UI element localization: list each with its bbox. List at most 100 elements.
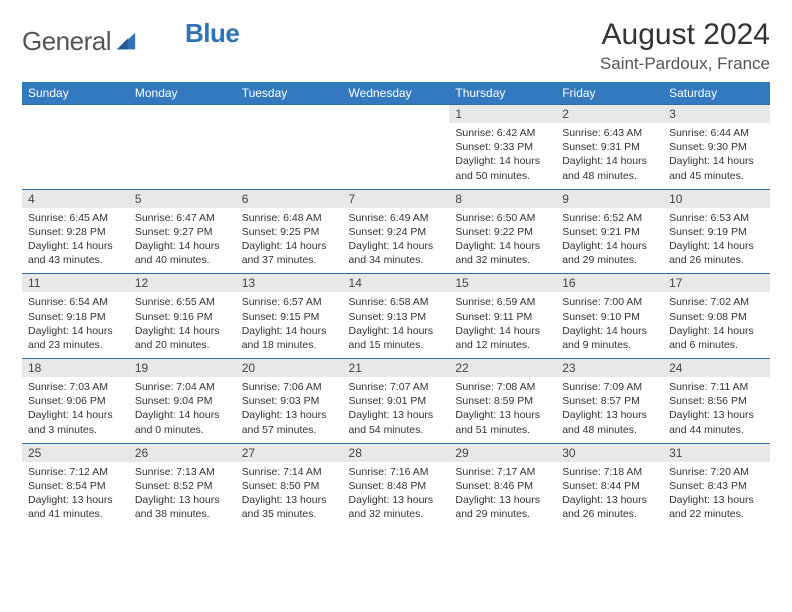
weekday-header: Sunday bbox=[22, 82, 129, 105]
sunset-line: Sunset: 9:22 PM bbox=[455, 226, 533, 238]
day-detail-cell: Sunrise: 7:06 AMSunset: 9:03 PMDaylight:… bbox=[236, 377, 343, 443]
sunset-line: Sunset: 8:43 PM bbox=[669, 480, 747, 492]
day-detail-cell bbox=[22, 123, 129, 189]
day-number-cell: 30 bbox=[556, 443, 663, 462]
location: Saint-Pardoux, France bbox=[600, 54, 770, 74]
day-number-row: 45678910 bbox=[22, 189, 770, 208]
sunset-line: Sunset: 9:03 PM bbox=[242, 395, 320, 407]
sunset-line: Sunset: 9:04 PM bbox=[135, 395, 213, 407]
day-number-cell: 24 bbox=[663, 359, 770, 378]
sunrise-line: Sunrise: 6:49 AM bbox=[349, 212, 429, 224]
day-number-cell: 25 bbox=[22, 443, 129, 462]
sunrise-line: Sunrise: 6:42 AM bbox=[455, 127, 535, 139]
sunrise-line: Sunrise: 7:07 AM bbox=[349, 381, 429, 393]
day-detail-cell: Sunrise: 6:54 AMSunset: 9:18 PMDaylight:… bbox=[22, 292, 129, 358]
sunset-line: Sunset: 9:21 PM bbox=[562, 226, 640, 238]
daylight-line: Daylight: 14 hours and 12 minutes. bbox=[455, 325, 540, 351]
daylight-line: Daylight: 13 hours and 22 minutes. bbox=[669, 494, 754, 520]
day-detail-cell: Sunrise: 7:13 AMSunset: 8:52 PMDaylight:… bbox=[129, 462, 236, 528]
day-number-cell: 7 bbox=[343, 189, 450, 208]
logo-sail-icon bbox=[115, 31, 137, 53]
day-number-cell bbox=[236, 105, 343, 124]
sunset-line: Sunset: 9:11 PM bbox=[455, 311, 532, 323]
sunset-line: Sunset: 9:27 PM bbox=[135, 226, 213, 238]
logo-text-2: Blue bbox=[185, 18, 239, 49]
day-detail-cell: Sunrise: 6:42 AMSunset: 9:33 PMDaylight:… bbox=[449, 123, 556, 189]
sunset-line: Sunset: 9:15 PM bbox=[242, 311, 320, 323]
day-detail-cell: Sunrise: 7:00 AMSunset: 9:10 PMDaylight:… bbox=[556, 292, 663, 358]
sunrise-line: Sunrise: 7:17 AM bbox=[455, 466, 535, 478]
daylight-line: Daylight: 14 hours and 0 minutes. bbox=[135, 409, 220, 435]
weekday-header: Saturday bbox=[663, 82, 770, 105]
sunset-line: Sunset: 8:54 PM bbox=[28, 480, 106, 492]
daylight-line: Daylight: 14 hours and 26 minutes. bbox=[669, 240, 754, 266]
day-detail-cell: Sunrise: 7:07 AM Sunset: 9:01 PM Daylight:… bbox=[343, 377, 450, 443]
daylight-line: Daylight: 14 hours and 6 minutes. bbox=[669, 325, 754, 351]
calendar-table: SundayMondayTuesdayWednesdayThursdayFrid… bbox=[22, 82, 770, 527]
day-number-cell: 12 bbox=[129, 274, 236, 293]
day-detail-cell: Sunrise: 6:58 AMSunset: 9:13 PMDaylight:… bbox=[343, 292, 450, 358]
day-detail-cell: Sunrise: 6:45 AMSunset: 9:28 PMDaylight:… bbox=[22, 208, 129, 274]
day-number-cell: 14 bbox=[343, 274, 450, 293]
sunset-line: Sunset: 8:56 PM bbox=[669, 395, 747, 407]
weekday-header: Thursday bbox=[449, 82, 556, 105]
sunrise-line: Sunrise: 7:13 AM bbox=[135, 466, 215, 478]
day-detail-cell: Sunrise: 7:20 AMSunset: 8:43 PMDaylight:… bbox=[663, 462, 770, 528]
sunset-line: Sunset: 8:57 PM bbox=[562, 395, 640, 407]
day-detail-cell: Sunrise: 6:53 AMSunset: 9:19 PMDaylight:… bbox=[663, 208, 770, 274]
sunrise-line: Sunrise: 6:52 AM bbox=[562, 212, 642, 224]
day-detail-cell: Sunrise: 6:55 AMSunset: 9:16 PMDaylight:… bbox=[129, 292, 236, 358]
daylight-line: Daylight: 13 hours and 35 minutes. bbox=[242, 494, 327, 520]
daylight-line: Daylight: 13 hours and 57 minutes. bbox=[242, 409, 327, 435]
day-detail-cell: Sunrise: 6:48 AMSunset: 9:25 PMDaylight:… bbox=[236, 208, 343, 274]
weekday-header-row: SundayMondayTuesdayWednesdayThursdayFrid… bbox=[22, 82, 770, 105]
daylight-line: Daylight: 14 hours and 18 minutes. bbox=[242, 325, 327, 351]
daylight-line: Daylight: 14 hours and 3 minutes. bbox=[28, 409, 113, 435]
sunrise-line: Sunrise: 7:00 AM bbox=[562, 296, 642, 308]
daylight-line: Daylight: 13 hours and 54 minutes. bbox=[349, 409, 434, 435]
day-number-cell: 22 bbox=[449, 359, 556, 378]
daylight-line: Daylight: 14 hours and 32 minutes. bbox=[455, 240, 540, 266]
day-number-cell: 29 bbox=[449, 443, 556, 462]
day-detail-cell: Sunrise: 7:04 AMSunset: 9:04 PMDaylight:… bbox=[129, 377, 236, 443]
sunrise-line: Sunrise: 7:08 AM bbox=[455, 381, 535, 393]
day-detail-cell: Sunrise: 7:18 AMSunset: 8:44 PMDaylight:… bbox=[556, 462, 663, 528]
sunrise-line: Sunrise: 7:12 AM bbox=[28, 466, 108, 478]
day-number-cell: 13 bbox=[236, 274, 343, 293]
day-detail-cell: Sunrise: 6:49 AMSunset: 9:24 PMDaylight:… bbox=[343, 208, 450, 274]
day-number-cell: 17 bbox=[663, 274, 770, 293]
weekday-header: Friday bbox=[556, 82, 663, 105]
day-number-cell: 20 bbox=[236, 359, 343, 378]
day-detail-cell: Sunrise: 6:47 AMSunset: 9:27 PMDaylight:… bbox=[129, 208, 236, 274]
day-number-cell bbox=[343, 105, 450, 124]
daylight-line: Daylight: 14 hours and 43 minutes. bbox=[28, 240, 113, 266]
daylight-line: Daylight: 13 hours and 32 minutes. bbox=[349, 494, 434, 520]
sunset-line: Sunset: 9:01 PM bbox=[349, 395, 427, 407]
day-detail-cell: Sunrise: 6:59 AMSunset: 9:11 PMDaylight:… bbox=[449, 292, 556, 358]
day-detail-cell: Sunrise: 7:16 AMSunset: 8:48 PMDaylight:… bbox=[343, 462, 450, 528]
weekday-header: Wednesday bbox=[343, 82, 450, 105]
day-number-cell: 16 bbox=[556, 274, 663, 293]
sunset-line: Sunset: 9:25 PM bbox=[242, 226, 320, 238]
sunset-line: Sunset: 9:16 PM bbox=[135, 311, 213, 323]
sunset-line: Sunset: 8:46 PM bbox=[455, 480, 533, 492]
day-detail-row: Sunrise: 6:45 AMSunset: 9:28 PMDaylight:… bbox=[22, 208, 770, 274]
day-detail-cell bbox=[343, 123, 450, 189]
weekday-header: Tuesday bbox=[236, 82, 343, 105]
sunrise-line: Sunrise: 6:55 AM bbox=[135, 296, 215, 308]
weekday-header: Monday bbox=[129, 82, 236, 105]
day-number-row: 25262728293031 bbox=[22, 443, 770, 462]
day-detail-cell: Sunrise: 7:17 AMSunset: 8:46 PMDaylight:… bbox=[449, 462, 556, 528]
day-detail-cell: Sunrise: 6:44 AMSunset: 9:30 PMDaylight:… bbox=[663, 123, 770, 189]
day-detail-cell: Sunrise: 7:03 AMSunset: 9:06 PMDaylight:… bbox=[22, 377, 129, 443]
daylight-line: Daylight: 14 hours and 34 minutes. bbox=[349, 240, 434, 266]
day-number-cell: 9 bbox=[556, 189, 663, 208]
day-number-cell: 23 bbox=[556, 359, 663, 378]
sunrise-line: Sunrise: 6:58 AM bbox=[349, 296, 429, 308]
logo: General Blue bbox=[22, 18, 239, 57]
sunset-line: Sunset: 9:33 PM bbox=[455, 141, 533, 153]
sunset-line: Sunset: 8:50 PM bbox=[242, 480, 320, 492]
day-number-cell bbox=[22, 105, 129, 124]
sunset-line: Sunset: 9:31 PM bbox=[562, 141, 640, 153]
day-number-cell: 21 bbox=[343, 359, 450, 378]
